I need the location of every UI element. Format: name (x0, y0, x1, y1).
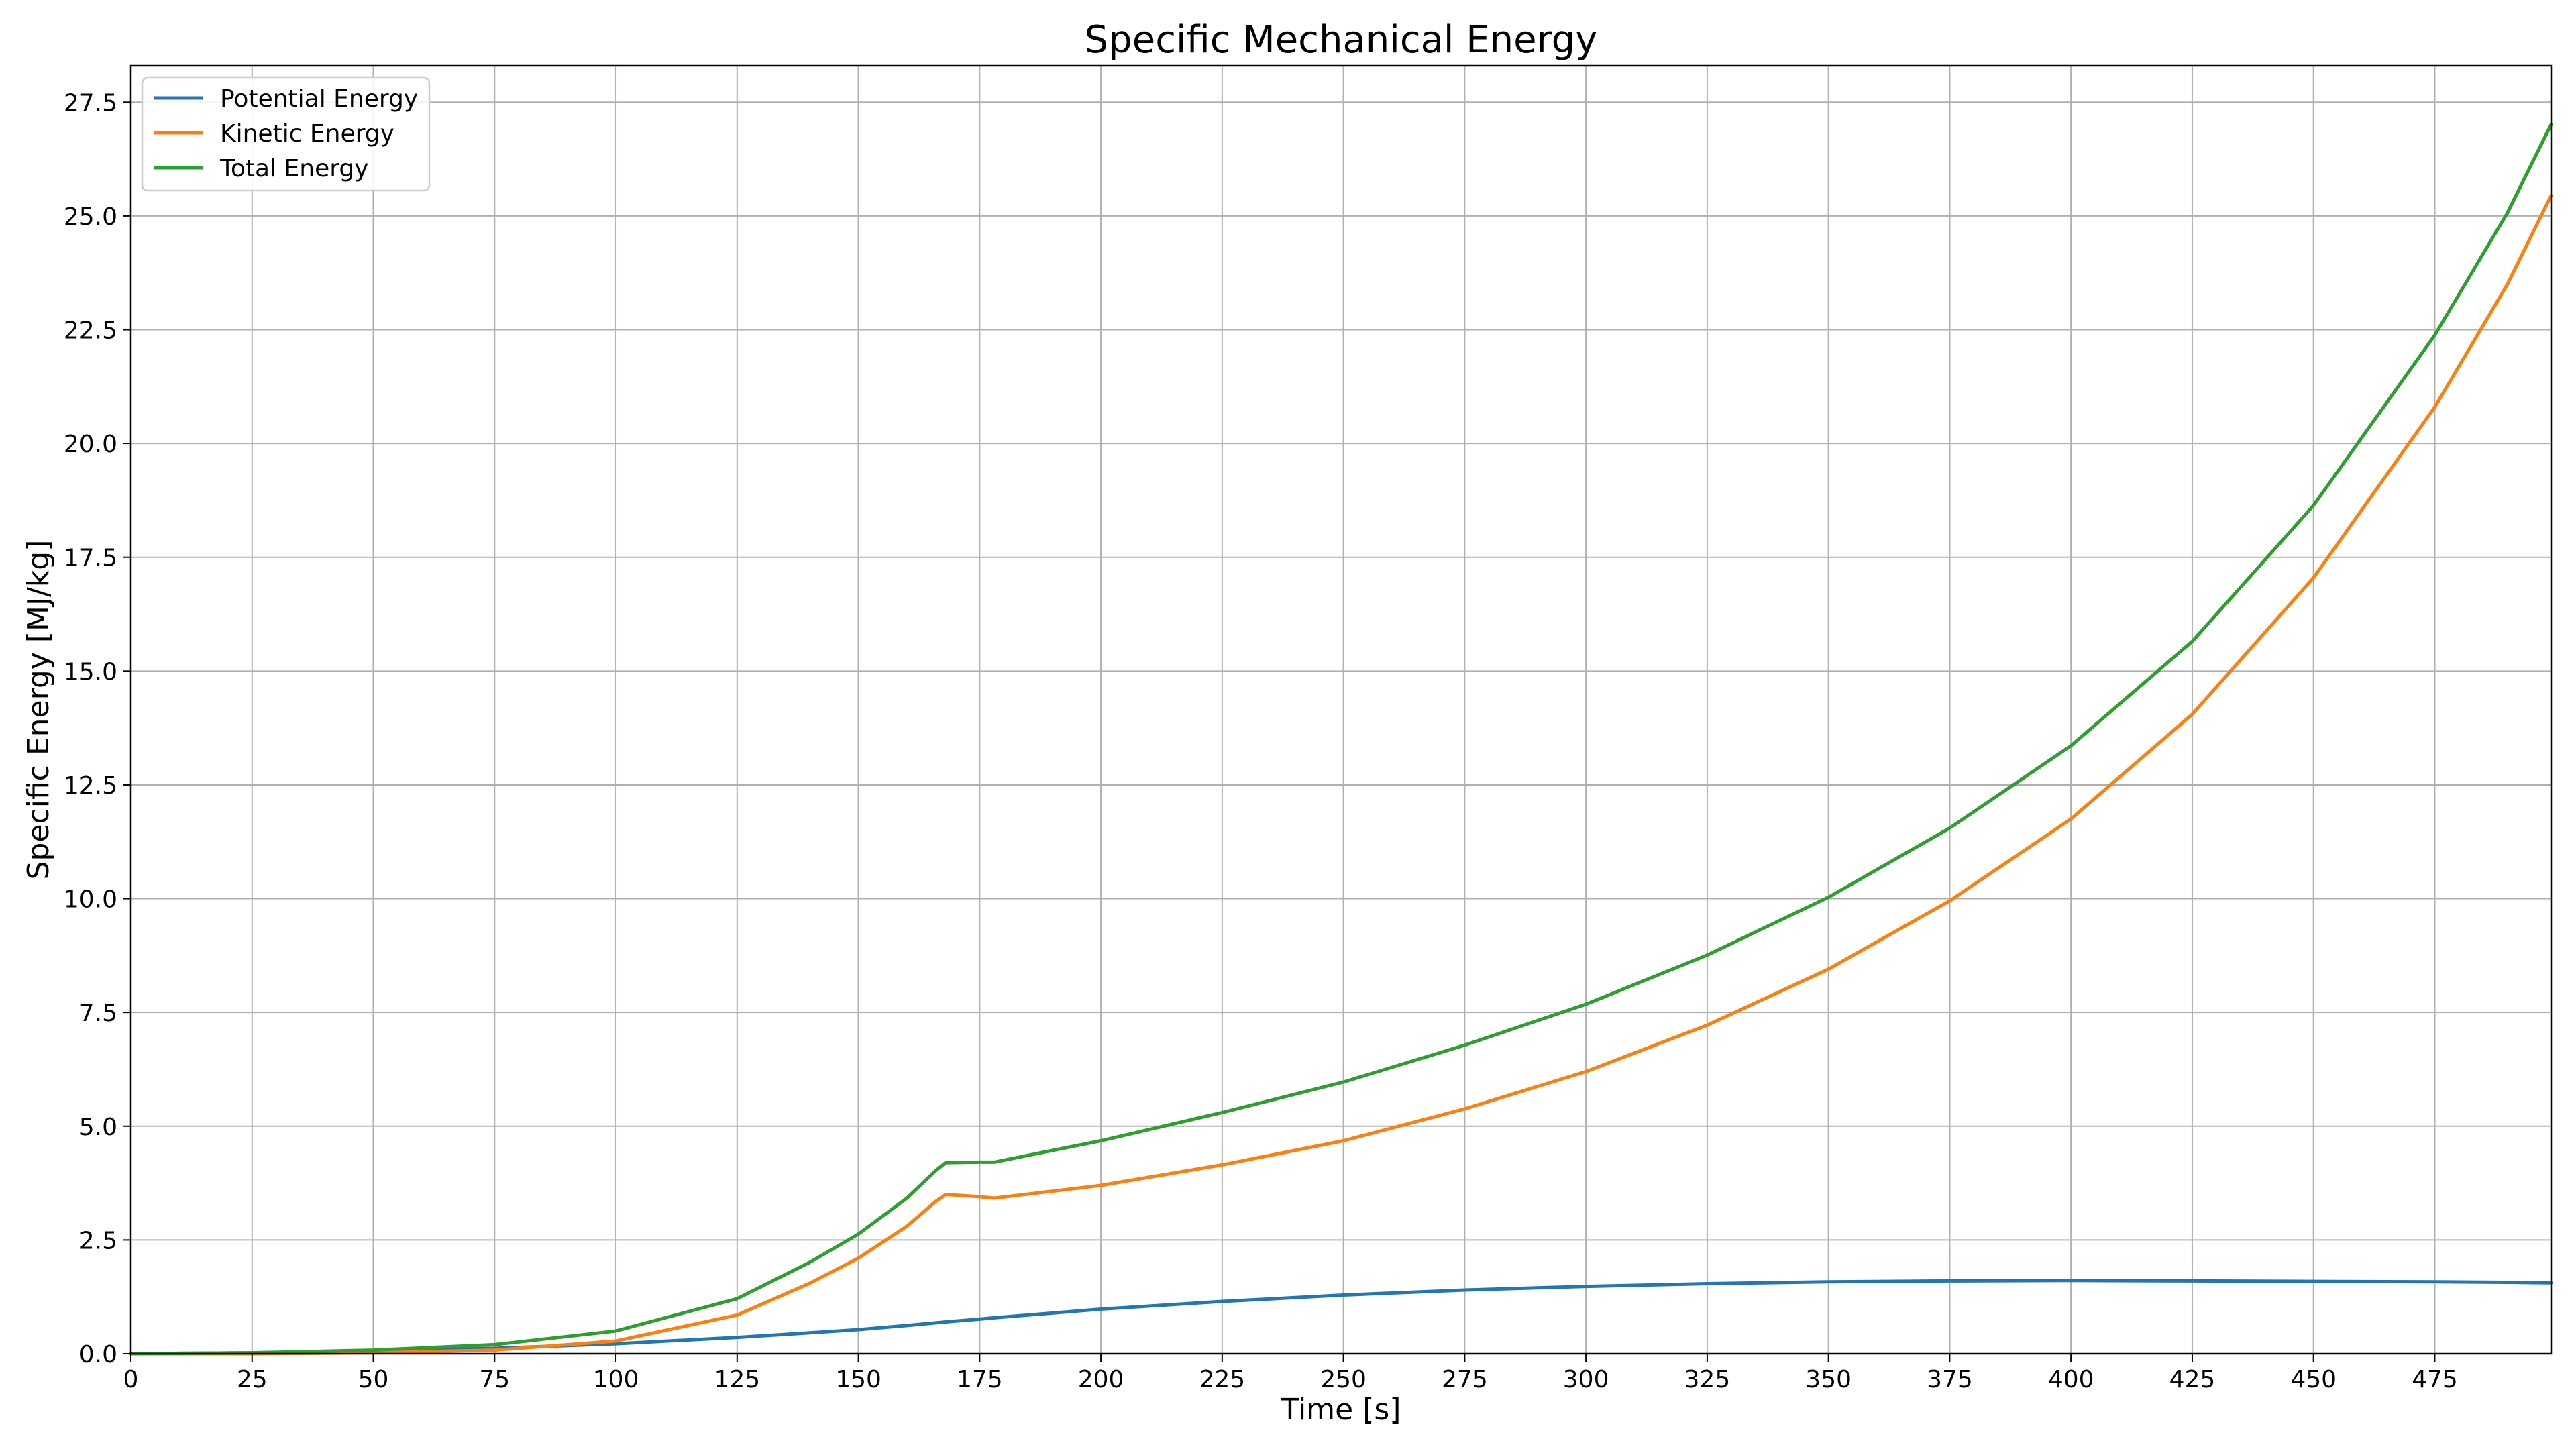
y-tick-label: 5.0 (79, 1114, 117, 1141)
x-axis-label: Time [s] (1281, 1393, 1401, 1427)
y-tick-label: 15.0 (64, 658, 117, 686)
legend-box (141, 76, 431, 192)
legend-label-kinetic-energy: Kinetic Energy (220, 120, 394, 148)
x-tick-label: 150 (835, 1366, 881, 1393)
x-tick-label: 75 (479, 1366, 510, 1393)
x-tick-label: 250 (1320, 1366, 1366, 1393)
grid (130, 66, 2551, 1354)
series-line-total-energy (129, 123, 2553, 1356)
x-tick-label: 0 (123, 1366, 139, 1393)
y-tick-label: 17.5 (64, 545, 117, 572)
x-tick-label: 350 (1805, 1366, 1851, 1393)
legend-label-total-energy: Total Energy (219, 155, 369, 182)
x-tick-label: 450 (2290, 1366, 2337, 1393)
x-tick-label: 300 (1563, 1366, 1609, 1393)
x-tick-label: 425 (2169, 1366, 2216, 1393)
y-tick-label: 25.0 (64, 203, 117, 231)
legend: Potential Energy Kinetic Energy Total Ener… (141, 76, 431, 192)
legend-label-potential-energy: Potential Energy (220, 85, 418, 113)
series-line-potential-energy (129, 1279, 2553, 1356)
axis-ticks: 0 25 50 75 100 125 150 175 200 225 250 275 300 325 350… (64, 89, 2458, 1393)
chart-title: Specific Mechanical Energy (1085, 18, 1598, 62)
x-tick-label: 325 (1684, 1366, 1731, 1393)
y-tick-label: 20.0 (64, 431, 117, 458)
x-tick-label: 25 (237, 1366, 268, 1393)
y-tick-label: 7.5 (79, 1000, 117, 1027)
y-tick-label: 12.5 (64, 772, 117, 800)
x-tick-label: 225 (1199, 1366, 1245, 1393)
plot-frame (129, 64, 2553, 1355)
x-tick-label: 100 (593, 1366, 639, 1393)
x-tick-label: 375 (1927, 1366, 1973, 1393)
x-tick-label: 200 (1078, 1366, 1124, 1393)
x-tick-label: 475 (2412, 1366, 2458, 1393)
y-tick-label: 22.5 (64, 317, 117, 344)
x-tick-label: 400 (2048, 1366, 2094, 1393)
y-axis-label: Specific Energy [MJ/kg] (21, 540, 56, 880)
x-tick-label: 50 (358, 1366, 389, 1393)
series-lines (129, 123, 2553, 1356)
series-line-kinetic-energy (129, 193, 2553, 1356)
y-tick-label: 0.0 (79, 1341, 117, 1368)
x-tick-label: 125 (714, 1366, 760, 1393)
x-tick-label: 175 (957, 1366, 1003, 1393)
y-tick-label: 27.5 (64, 89, 117, 117)
y-tick-label: 2.5 (79, 1227, 117, 1254)
y-tick-label: 10.0 (64, 886, 117, 914)
x-tick-label: 275 (1442, 1366, 1488, 1393)
